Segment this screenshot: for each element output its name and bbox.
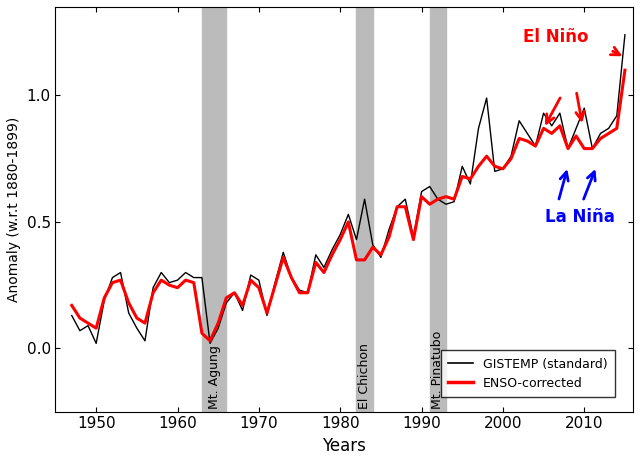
Bar — [356, 7, 372, 412]
Text: La Niña: La Niña — [545, 208, 615, 226]
Text: Mt. Pinatubo: Mt. Pinatubo — [431, 331, 444, 409]
Legend: GISTEMP (standard), ENSO-corrected: GISTEMP (standard), ENSO-corrected — [440, 350, 615, 397]
Text: El Niño: El Niño — [523, 28, 589, 46]
Text: Mt. Agung: Mt. Agung — [207, 345, 221, 409]
Bar — [202, 7, 227, 412]
Bar — [429, 7, 446, 412]
Y-axis label: Anomaly (w.r.t 1880-1899): Anomaly (w.r.t 1880-1899) — [7, 117, 21, 302]
X-axis label: Years: Years — [323, 437, 366, 455]
Text: El Chichon: El Chichon — [358, 343, 371, 409]
